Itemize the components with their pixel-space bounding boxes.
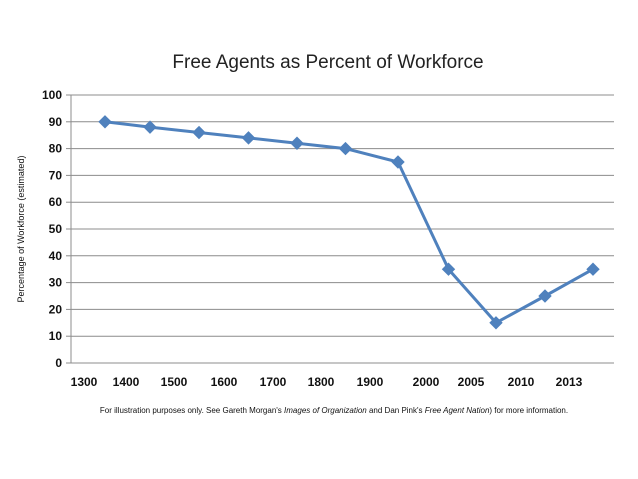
y-tick-label: 0 xyxy=(55,356,62,370)
data-point-marker xyxy=(98,115,112,129)
data-point-marker xyxy=(489,316,503,330)
y-tick-label: 20 xyxy=(49,302,63,316)
y-tick-label: 40 xyxy=(49,249,63,263)
y-tick-labels: 0 10 20 30 40 50 60 70 80 90 100 xyxy=(42,88,62,370)
y-tick-label: 80 xyxy=(49,142,63,156)
data-point-marker xyxy=(586,262,600,276)
x-tick-label: 1600 xyxy=(211,375,238,389)
x-tick-label: 1700 xyxy=(260,375,287,389)
series-line xyxy=(104,120,594,325)
x-tick-label: 2010 xyxy=(508,375,535,389)
y-tick-label: 10 xyxy=(49,329,63,343)
x-tick-label: 1900 xyxy=(357,375,384,389)
data-points xyxy=(98,115,600,330)
data-point-marker xyxy=(143,120,157,134)
gridlines xyxy=(71,94,614,337)
y-tick-label: 50 xyxy=(49,222,63,236)
x-tick-label: 1500 xyxy=(161,375,188,389)
data-point-marker xyxy=(241,131,256,145)
footnote-book-1: Images of Organization xyxy=(284,406,367,415)
chart-title: Free Agents as Percent of Workforce xyxy=(172,52,483,73)
x-tick-label: 2005 xyxy=(458,375,485,389)
x-tick-label: 1300 xyxy=(71,375,98,389)
footnote-text-1: For illustration purposes only. See Gare… xyxy=(100,406,284,415)
footnote: For illustration purposes only. See Gare… xyxy=(100,406,568,415)
data-point-marker xyxy=(192,125,206,140)
footnote-book-2: Free Agent Nation xyxy=(425,406,490,415)
data-point-marker xyxy=(338,141,353,156)
data-point-marker xyxy=(391,155,405,169)
y-axis-label: Percentage of Workforce (estimated) xyxy=(16,156,26,303)
y-tick-label: 70 xyxy=(49,168,63,182)
footnote-text-3: ) for more information. xyxy=(489,406,568,415)
x-tick-label: 1800 xyxy=(308,375,335,389)
x-tick-label: 2013 xyxy=(556,375,583,389)
y-tick-label: 30 xyxy=(49,276,63,290)
y-tick-label: 90 xyxy=(49,115,63,129)
y-tick-label: 100 xyxy=(42,88,62,102)
footnote-text-2: and Dan Pink's xyxy=(367,406,425,415)
x-tick-label: 1400 xyxy=(113,375,140,389)
data-point-marker xyxy=(538,289,552,303)
x-tick-labels: 1300 1400 1500 1600 1700 1800 1900 2000 2005 2010… xyxy=(71,375,583,389)
x-tick-label: 2000 xyxy=(413,375,440,389)
axes xyxy=(66,94,614,364)
data-point-marker xyxy=(290,136,304,150)
data-point-marker xyxy=(441,262,456,276)
y-tick-label: 60 xyxy=(49,195,63,209)
